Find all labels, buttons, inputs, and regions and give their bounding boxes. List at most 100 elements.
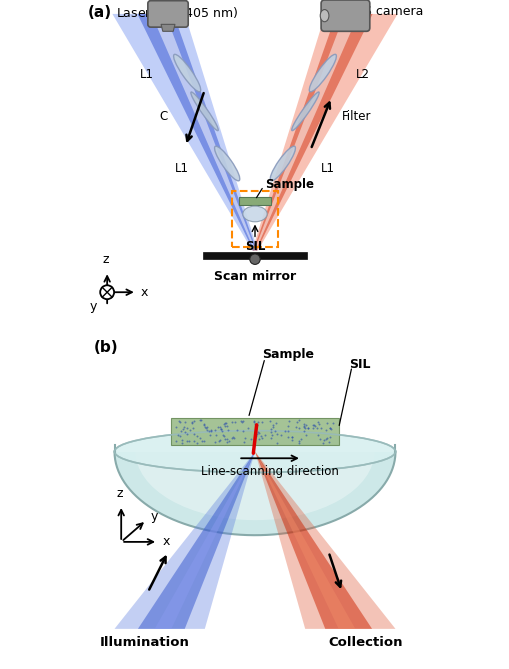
Point [280,425,288,436]
Ellipse shape [308,54,336,92]
Point [270,426,278,437]
Point [217,423,225,434]
Polygon shape [137,14,256,250]
Point [243,423,251,434]
Point [292,416,300,427]
Point [210,425,218,436]
Point [284,432,292,442]
Point [180,422,188,433]
Point [249,417,258,427]
Polygon shape [161,24,175,31]
Point [253,427,262,438]
Point [295,436,303,447]
Point [254,434,263,444]
Point [299,421,307,432]
Text: Scan mirror: Scan mirror [213,270,296,282]
Point [326,423,334,434]
Point [266,423,274,434]
Point [207,426,215,437]
Point [200,418,208,429]
Point [268,420,276,431]
Point [328,418,336,429]
Point [314,429,322,440]
Polygon shape [254,14,358,250]
Point [301,429,309,440]
Point [268,422,276,433]
Point [179,423,187,434]
Point [267,432,275,443]
Point [212,430,220,441]
Point [325,432,333,442]
Point [219,419,227,429]
Point [316,434,324,445]
Ellipse shape [115,431,394,472]
Point [241,432,249,443]
Text: (a): (a) [87,5,111,20]
Point [188,417,196,427]
Point [207,425,215,436]
Point [202,425,210,436]
Text: SIL: SIL [348,358,370,371]
Point [322,417,330,428]
Text: SIL: SIL [244,240,265,253]
Point [272,429,280,440]
Bar [171,418,338,445]
Point [321,424,329,435]
Point [215,436,223,447]
Text: x: x [163,535,170,549]
Polygon shape [151,14,255,250]
Circle shape [249,254,260,264]
Point [326,423,334,434]
Text: C: C [159,110,167,123]
Point [294,415,302,425]
Point [223,424,232,435]
Bar [132,351,377,452]
Point [304,423,312,434]
Point [229,431,237,442]
Point [220,421,229,432]
Point [190,436,198,446]
Circle shape [100,285,114,299]
Point [283,425,291,436]
Point [178,435,186,446]
Text: z: z [116,487,123,500]
Ellipse shape [135,383,374,520]
Point [300,425,308,436]
Point [221,418,229,429]
Text: y: y [90,300,97,313]
Polygon shape [252,14,397,250]
Polygon shape [112,14,257,250]
Point [251,433,259,444]
Point [219,430,227,441]
Point [222,421,231,432]
Point [211,437,219,448]
Polygon shape [254,452,355,629]
Point [200,421,208,432]
Point [240,437,248,448]
Point [171,436,179,446]
Point [287,432,295,442]
Point [214,421,222,432]
Point [272,438,280,448]
Ellipse shape [320,9,328,21]
Point [182,429,190,440]
Point [228,433,236,444]
Point [195,415,204,425]
Point [172,421,180,432]
Point [181,426,189,437]
Point [321,434,329,445]
Point [233,425,241,436]
Text: L2: L2 [355,68,369,82]
Point [258,417,266,427]
Point [272,417,280,428]
Point [176,425,184,436]
Point [284,421,292,432]
Point [318,438,326,448]
Point [276,429,285,440]
Point [204,425,212,436]
Point [206,430,214,441]
Point [252,429,261,440]
Point [250,419,258,429]
Ellipse shape [242,206,267,221]
Text: x: x [140,286,147,299]
